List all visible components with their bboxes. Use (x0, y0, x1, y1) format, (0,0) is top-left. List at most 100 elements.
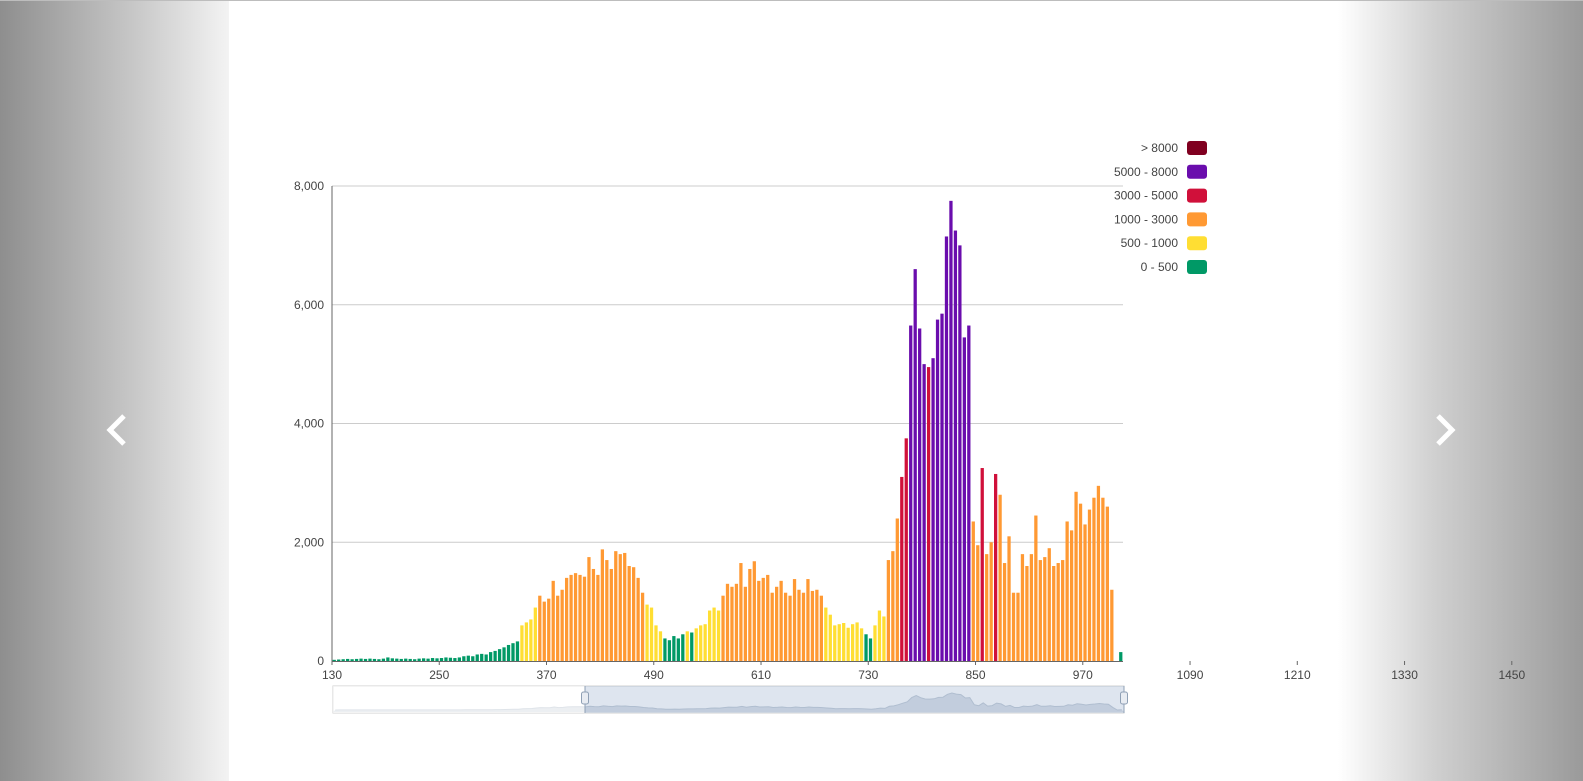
bar (797, 589, 801, 661)
bar (551, 580, 555, 661)
x-tick-label: 490 (644, 668, 664, 682)
bar (940, 313, 944, 661)
bar (779, 580, 783, 661)
bar (337, 659, 341, 661)
grid-lines (332, 185, 1123, 543)
bar (462, 656, 466, 661)
bar (699, 625, 703, 661)
bar (1038, 560, 1042, 661)
bar (690, 632, 694, 661)
legend-item[interactable]: 0 - 500 (1141, 260, 1207, 274)
bar (962, 337, 966, 661)
bar (792, 579, 797, 661)
bar (967, 325, 971, 661)
bar (529, 619, 533, 661)
legend-swatch (1187, 141, 1207, 155)
bar (837, 624, 841, 661)
legend-label: > 8000 (1141, 141, 1178, 155)
bar (480, 653, 484, 661)
legend-swatch (1187, 212, 1207, 227)
bar (439, 658, 444, 661)
x-tick-label: 1090 (1177, 668, 1204, 682)
bar (819, 595, 823, 661)
legend-item[interactable]: 500 - 1000 (1121, 236, 1207, 251)
bar (868, 638, 873, 661)
x-tick-label: 370 (536, 668, 556, 682)
bar (645, 604, 649, 661)
bar (368, 658, 372, 661)
next-slide-panel[interactable] (1338, 1, 1583, 781)
chevron-right-icon[interactable] (1428, 412, 1460, 448)
bar (413, 659, 417, 661)
bar (346, 658, 350, 661)
bar (377, 659, 381, 661)
bar (926, 367, 931, 661)
bar (502, 647, 506, 661)
legend-item[interactable]: 1000 - 3000 (1114, 212, 1207, 227)
bar (1020, 554, 1025, 661)
prev-slide-panel[interactable] (0, 1, 229, 781)
bar (524, 622, 529, 661)
bar (1078, 503, 1083, 661)
x-tick-label: 1330 (1391, 668, 1418, 682)
bar (511, 643, 515, 661)
bar (859, 628, 864, 661)
bars (332, 200, 1123, 661)
bar (538, 595, 542, 661)
bar (801, 592, 806, 661)
x-tick-label: 850 (966, 668, 986, 682)
x-tick-label: 250 (429, 668, 449, 682)
bar (994, 473, 998, 661)
x-tick-label: 730 (858, 668, 878, 682)
bar (976, 545, 980, 661)
zoom-preview-area (333, 693, 1124, 712)
bar (873, 625, 877, 661)
bar (1016, 592, 1020, 661)
bar (1110, 589, 1114, 661)
bar (484, 654, 488, 661)
bar (404, 658, 408, 661)
bar (605, 560, 609, 661)
bar (1002, 563, 1007, 661)
bar (1092, 497, 1096, 661)
bar (444, 657, 448, 661)
data-zoom-slider[interactable] (332, 685, 1128, 714)
bar (332, 659, 336, 661)
bar (935, 319, 940, 661)
bar (828, 614, 832, 661)
bar (372, 658, 377, 661)
y-tick-label: 2,000 (294, 535, 324, 549)
bar (725, 583, 730, 661)
bar (542, 601, 546, 661)
zoom-handle[interactable] (1120, 691, 1128, 705)
legend-swatch (1187, 236, 1207, 251)
legend-item[interactable]: > 8000 (1141, 141, 1207, 155)
bar (985, 554, 989, 661)
bar (363, 658, 368, 661)
bar (587, 557, 591, 661)
chevron-left-icon[interactable] (102, 412, 134, 448)
bar (712, 607, 716, 661)
bar (721, 595, 725, 661)
legend-item[interactable]: 5000 - 8000 (1114, 164, 1207, 179)
legend-label: 3000 - 5000 (1114, 189, 1178, 203)
bar (810, 590, 815, 661)
bar (1047, 548, 1051, 661)
bar (904, 438, 908, 661)
legend-item[interactable]: 3000 - 5000 (1114, 188, 1207, 203)
bar (806, 579, 810, 661)
bar (864, 634, 868, 661)
y-tick-label: 4,000 (294, 417, 324, 431)
legend-swatch (1187, 188, 1207, 203)
zoom-selection[interactable] (585, 686, 1124, 713)
bar (506, 644, 511, 661)
bar (390, 658, 394, 661)
bar (944, 236, 949, 661)
bar (1043, 557, 1047, 661)
bar (761, 577, 765, 661)
y-tick-label: 6,000 (294, 298, 324, 312)
axes: 0 2,000 4,000 6,000 8,000 130 250 370 490 610 730 8… (294, 179, 1525, 682)
bar (676, 638, 680, 661)
zoom-handle[interactable] (581, 691, 589, 705)
bar (877, 610, 882, 661)
